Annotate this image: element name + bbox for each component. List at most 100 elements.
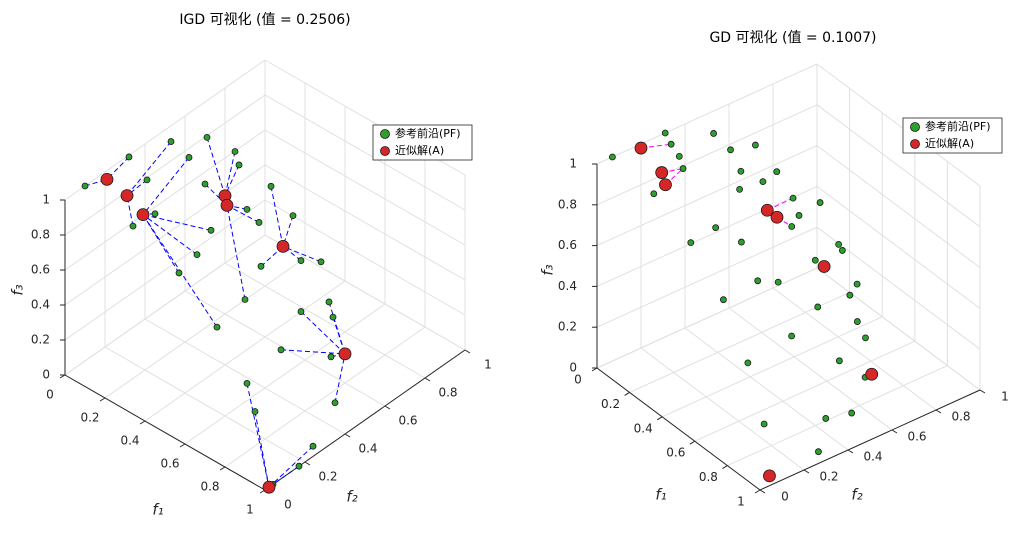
link-line bbox=[126, 179, 148, 196]
y-tick-label: 0.8 bbox=[438, 386, 457, 400]
z-tick-label: 1 bbox=[569, 157, 577, 171]
x-tick-label: 0.4 bbox=[120, 434, 139, 448]
tick-mark bbox=[754, 489, 761, 494]
y-tick-label: 0.8 bbox=[951, 410, 970, 424]
point bbox=[297, 308, 305, 315]
point bbox=[710, 130, 717, 137]
point bbox=[235, 161, 243, 169]
grid-line bbox=[64, 94, 266, 236]
link-line bbox=[142, 214, 212, 231]
tick-mark bbox=[891, 429, 898, 434]
grid-line bbox=[264, 234, 466, 351]
grid-line bbox=[264, 199, 466, 316]
point bbox=[853, 318, 861, 325]
point bbox=[634, 141, 648, 155]
point bbox=[687, 239, 695, 247]
point bbox=[255, 219, 263, 226]
z-axis-label: f₃ bbox=[539, 264, 557, 275]
point bbox=[243, 205, 251, 213]
point bbox=[763, 469, 776, 483]
point bbox=[309, 442, 317, 450]
point bbox=[609, 153, 616, 161]
legend-marker bbox=[910, 122, 920, 132]
point bbox=[788, 332, 795, 340]
point bbox=[835, 357, 843, 365]
point bbox=[203, 133, 211, 141]
grid-line bbox=[772, 287, 937, 411]
grid-line bbox=[694, 340, 916, 442]
point bbox=[737, 167, 745, 175]
point bbox=[659, 178, 672, 192]
point bbox=[848, 409, 856, 417]
grid-line bbox=[184, 303, 386, 445]
link-line bbox=[206, 137, 226, 196]
point bbox=[297, 257, 305, 264]
point bbox=[277, 346, 285, 354]
point bbox=[257, 262, 265, 270]
grid-line bbox=[640, 347, 805, 471]
point bbox=[81, 182, 89, 190]
legend-marker bbox=[380, 129, 390, 139]
z-tick-label: 0.2 bbox=[558, 320, 577, 334]
y-tick-label: 0.4 bbox=[358, 442, 377, 456]
grid-line bbox=[104, 346, 306, 463]
grid-line bbox=[629, 291, 850, 393]
point bbox=[720, 296, 727, 304]
x-tick-label: 1 bbox=[246, 503, 254, 517]
tick-mark bbox=[847, 449, 854, 454]
legend-label: 近似解(A) bbox=[395, 143, 444, 157]
link-line bbox=[226, 204, 260, 223]
y-axis-label: f₂ bbox=[346, 488, 357, 506]
y-axis-label: f₂ bbox=[851, 486, 862, 504]
grid-line bbox=[64, 199, 266, 341]
tick-mark bbox=[624, 391, 630, 396]
tick-mark bbox=[759, 489, 766, 494]
y-tick-label: 0 bbox=[284, 498, 292, 512]
grid-line bbox=[144, 280, 346, 422]
link-line bbox=[334, 353, 346, 403]
tick-mark bbox=[179, 443, 186, 448]
point bbox=[151, 210, 159, 218]
point bbox=[251, 408, 259, 415]
z-tick-label: 0.6 bbox=[31, 263, 50, 277]
point bbox=[865, 367, 879, 381]
axis-line bbox=[596, 367, 761, 491]
point bbox=[795, 212, 803, 219]
point bbox=[838, 247, 846, 254]
point bbox=[295, 462, 303, 470]
y-tick-label: 0.4 bbox=[863, 450, 882, 464]
legend-marker bbox=[380, 146, 390, 156]
x-tick-label: 0.8 bbox=[200, 480, 219, 494]
z-tick-label: 0 bbox=[42, 368, 50, 382]
z-tick-label: 0.6 bbox=[558, 238, 577, 252]
tick-mark bbox=[935, 409, 942, 414]
z-tick-label: 0.8 bbox=[31, 228, 50, 242]
tick-mark bbox=[139, 420, 146, 425]
point bbox=[667, 140, 675, 148]
tick-mark bbox=[722, 465, 728, 470]
legend-label: 参考前沿(PF) bbox=[395, 126, 461, 140]
point bbox=[125, 153, 133, 161]
point bbox=[243, 379, 251, 387]
point bbox=[815, 448, 822, 456]
grid-line bbox=[64, 164, 266, 306]
point bbox=[207, 226, 215, 234]
link-line bbox=[226, 205, 246, 300]
point bbox=[136, 208, 150, 222]
z-tick-label: 0.2 bbox=[31, 333, 50, 347]
point bbox=[770, 210, 784, 224]
point bbox=[754, 277, 762, 285]
grid-line bbox=[224, 326, 426, 468]
point bbox=[862, 334, 869, 342]
point bbox=[193, 251, 201, 259]
point bbox=[143, 176, 151, 184]
point bbox=[338, 347, 352, 361]
x-tick-label: 1 bbox=[737, 495, 745, 509]
point bbox=[317, 258, 325, 266]
grid-line bbox=[224, 262, 426, 379]
point bbox=[773, 168, 781, 176]
tick-mark bbox=[344, 433, 351, 438]
y-tick-label: 1 bbox=[484, 358, 492, 372]
link-line bbox=[254, 411, 270, 488]
grid-line bbox=[596, 226, 818, 328]
